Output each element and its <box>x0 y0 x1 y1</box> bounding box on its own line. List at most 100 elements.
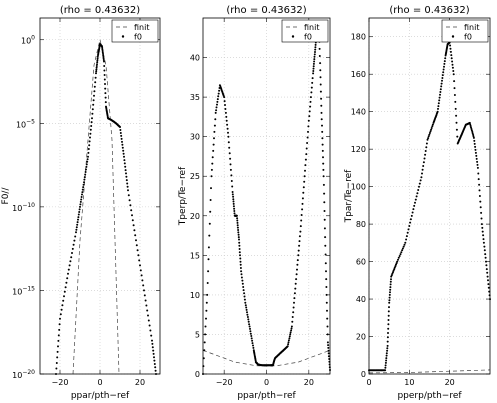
data-point <box>431 123 434 126</box>
data-point <box>320 118 323 121</box>
data-point <box>410 214 413 217</box>
data-point <box>471 132 474 135</box>
data-point <box>393 268 396 271</box>
data-point <box>245 308 248 311</box>
data-point <box>231 191 234 193</box>
data-point <box>449 50 452 53</box>
data-point <box>288 335 291 338</box>
data-point <box>57 334 60 337</box>
data-point <box>96 57 99 60</box>
series-points-f0 <box>202 24 331 375</box>
data-point <box>325 301 328 304</box>
data-point <box>314 48 317 51</box>
data-point <box>74 235 77 238</box>
data-point <box>385 359 388 362</box>
data-point <box>124 169 127 172</box>
data-point <box>213 137 215 140</box>
data-point <box>313 55 316 58</box>
data-point <box>143 289 145 292</box>
data-point <box>239 254 241 257</box>
data-point <box>102 52 104 55</box>
data-point <box>206 293 209 296</box>
data-point <box>75 231 77 234</box>
data-point <box>132 224 135 227</box>
data-point <box>130 209 133 212</box>
legend-label-finit: finit <box>134 23 149 32</box>
data-point <box>477 172 480 175</box>
data-point <box>452 73 455 76</box>
data-point <box>308 115 311 118</box>
data-point <box>308 110 311 113</box>
data-point <box>231 185 234 188</box>
y-tick-label: 40 <box>190 54 200 63</box>
data-point <box>96 55 99 58</box>
data-point <box>104 83 106 85</box>
data-point <box>212 149 215 152</box>
data-point <box>227 141 230 144</box>
data-point <box>240 270 243 273</box>
x-tick-label: 10 <box>404 378 414 387</box>
data-point <box>327 355 330 358</box>
data-point <box>415 195 418 198</box>
data-point <box>147 319 150 322</box>
data-point <box>89 128 92 131</box>
data-point <box>96 61 99 64</box>
data-point <box>72 243 75 246</box>
data-point <box>305 153 308 156</box>
data-point <box>83 181 85 184</box>
data-point <box>224 104 226 106</box>
data-point <box>293 297 296 300</box>
data-point <box>203 349 206 352</box>
data-point <box>244 301 247 304</box>
data-point <box>56 350 59 353</box>
data-point <box>486 271 489 274</box>
data-point <box>436 110 439 113</box>
y-tick-label: 140 <box>351 108 366 117</box>
data-point <box>456 135 459 138</box>
data-point <box>133 229 136 232</box>
data-point <box>296 259 299 262</box>
data-point <box>237 236 240 239</box>
data-point <box>478 183 481 186</box>
data-point <box>104 87 107 90</box>
data-point <box>58 328 61 331</box>
data-point <box>405 238 408 241</box>
data-point <box>469 123 472 126</box>
data-point <box>402 245 405 248</box>
data-point <box>384 361 387 364</box>
data-point <box>400 251 403 254</box>
data-point <box>218 89 221 92</box>
data-point <box>287 339 290 342</box>
data-point <box>310 86 313 89</box>
data-point <box>87 151 90 154</box>
data-point <box>246 316 249 318</box>
data-point <box>388 306 390 309</box>
data-point <box>304 164 307 167</box>
data-point <box>422 161 425 164</box>
data-point <box>55 367 58 370</box>
data-point <box>252 344 254 347</box>
data-point <box>126 185 129 188</box>
data-point <box>312 72 315 75</box>
data-point <box>122 152 125 155</box>
data-point <box>326 317 329 320</box>
data-point <box>437 102 440 105</box>
data-point <box>453 80 456 83</box>
data-point <box>312 65 315 68</box>
data-point <box>392 269 395 272</box>
y-tick-label: 30 <box>190 133 200 142</box>
data-point <box>427 137 430 140</box>
data-point <box>397 258 399 261</box>
data-point <box>71 252 73 254</box>
data-point <box>449 47 452 50</box>
legend-swatch-f0 <box>121 35 125 38</box>
data-point <box>313 58 316 61</box>
data-point <box>475 157 478 160</box>
data-point <box>292 306 295 309</box>
data-point <box>303 180 306 183</box>
data-point <box>217 95 220 98</box>
data-point <box>243 298 246 301</box>
data-point <box>146 309 149 312</box>
data-point <box>469 124 472 127</box>
